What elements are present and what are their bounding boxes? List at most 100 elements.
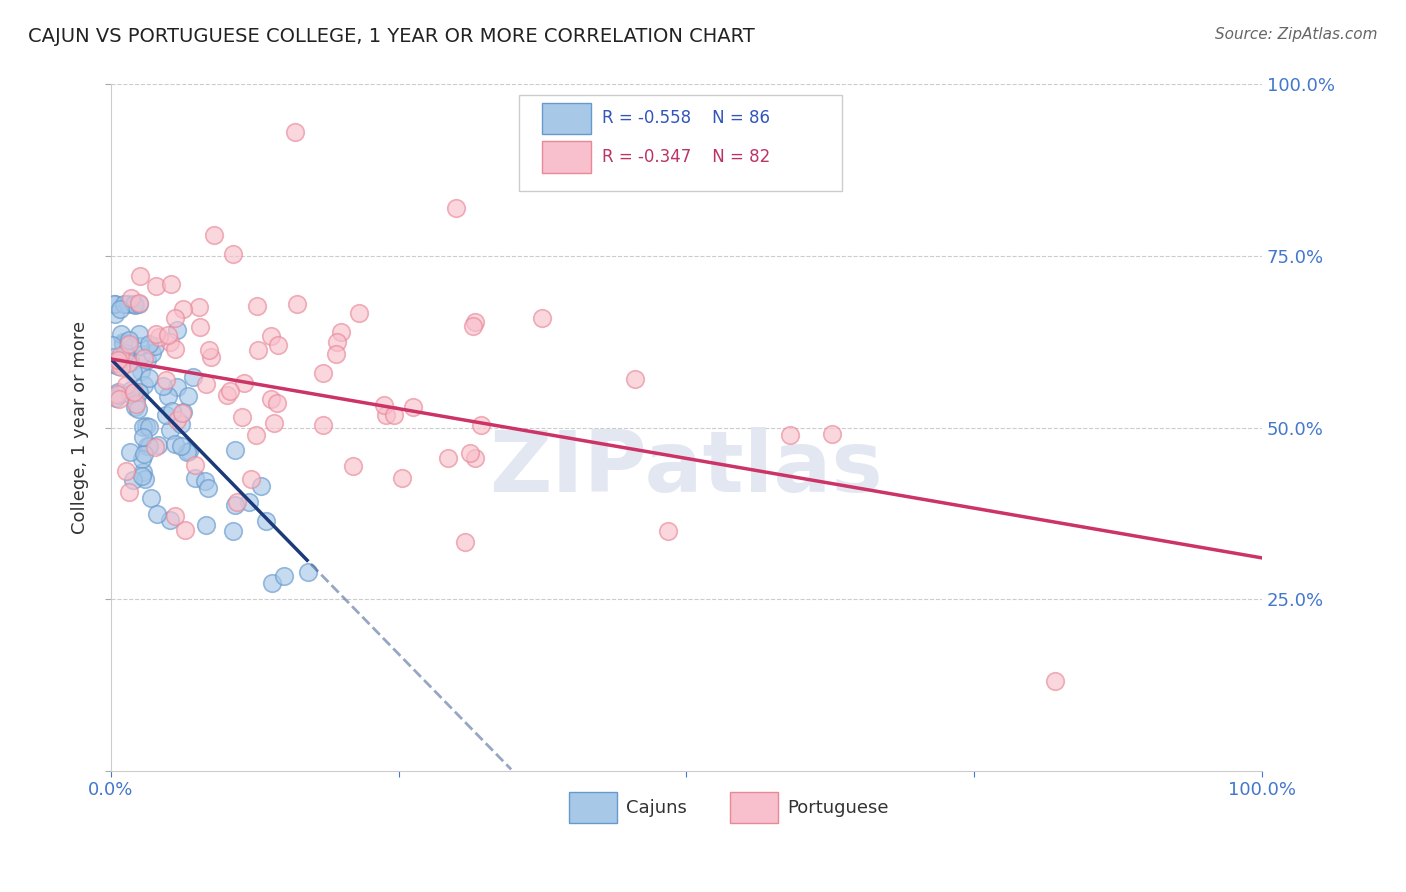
Point bbox=[342, 459, 364, 474]
Point bbox=[129, 364, 152, 378]
Point bbox=[284, 126, 307, 140]
Point bbox=[101, 358, 124, 372]
Point bbox=[155, 408, 177, 422]
Point bbox=[219, 384, 242, 399]
Point bbox=[148, 437, 170, 451]
Point bbox=[297, 565, 319, 579]
Point bbox=[107, 359, 129, 373]
Text: Portuguese: Portuguese bbox=[787, 798, 889, 817]
Point bbox=[115, 345, 138, 359]
Point bbox=[104, 307, 127, 321]
Point bbox=[373, 398, 395, 412]
Point bbox=[159, 423, 181, 437]
Point bbox=[260, 576, 283, 591]
Point bbox=[166, 413, 188, 427]
Point bbox=[202, 228, 225, 243]
Point bbox=[145, 440, 167, 454]
Point bbox=[347, 306, 370, 320]
Point bbox=[179, 444, 201, 458]
Point bbox=[311, 366, 333, 380]
Point bbox=[103, 350, 125, 364]
Point bbox=[117, 485, 139, 500]
Point bbox=[194, 377, 217, 392]
Point bbox=[118, 386, 141, 401]
Point bbox=[382, 408, 405, 422]
Point bbox=[188, 320, 211, 334]
Point bbox=[225, 495, 247, 509]
Point bbox=[124, 393, 146, 408]
Point bbox=[159, 514, 181, 528]
Point bbox=[172, 302, 194, 317]
Point bbox=[184, 471, 207, 485]
Point bbox=[246, 343, 269, 357]
Point bbox=[259, 392, 281, 407]
Point bbox=[128, 327, 150, 342]
Point bbox=[444, 201, 467, 215]
Point bbox=[134, 351, 156, 365]
Point bbox=[183, 458, 205, 473]
Point bbox=[172, 405, 194, 419]
Point bbox=[176, 445, 198, 459]
Point bbox=[464, 315, 486, 329]
Point bbox=[163, 508, 186, 523]
Point bbox=[111, 337, 134, 351]
Point bbox=[134, 471, 156, 485]
Point bbox=[124, 297, 146, 311]
Point bbox=[132, 447, 155, 461]
Point bbox=[115, 464, 138, 478]
Point bbox=[128, 268, 150, 283]
Point bbox=[159, 334, 181, 349]
Point bbox=[145, 327, 167, 342]
Point bbox=[152, 378, 174, 392]
Point bbox=[181, 370, 204, 384]
Point bbox=[127, 401, 149, 416]
Point bbox=[245, 427, 267, 442]
Point bbox=[117, 297, 139, 311]
Point bbox=[821, 427, 844, 442]
Point bbox=[1043, 674, 1066, 689]
Point bbox=[120, 291, 142, 305]
Point bbox=[221, 247, 243, 261]
Point bbox=[172, 406, 194, 420]
Point bbox=[156, 328, 179, 343]
Point bbox=[114, 345, 136, 359]
Point bbox=[162, 403, 184, 417]
Point bbox=[530, 311, 553, 326]
Point bbox=[163, 342, 186, 356]
Point bbox=[222, 524, 245, 538]
Point bbox=[108, 392, 131, 407]
Point bbox=[131, 347, 153, 361]
Point bbox=[134, 377, 156, 392]
Point bbox=[105, 356, 128, 370]
Point bbox=[107, 387, 129, 401]
Point bbox=[139, 491, 162, 505]
Point bbox=[224, 498, 246, 512]
Point bbox=[391, 470, 413, 484]
Point bbox=[197, 481, 219, 495]
Point bbox=[231, 410, 253, 425]
Point bbox=[273, 569, 295, 583]
Point bbox=[461, 318, 484, 333]
Text: Cajuns: Cajuns bbox=[627, 798, 688, 817]
Point bbox=[166, 380, 188, 394]
Point bbox=[141, 346, 163, 360]
Point bbox=[128, 296, 150, 310]
Point bbox=[138, 420, 160, 434]
Point bbox=[104, 391, 127, 405]
Point bbox=[138, 371, 160, 385]
Point bbox=[143, 339, 166, 353]
Point bbox=[128, 338, 150, 352]
Point bbox=[107, 385, 129, 400]
Point bbox=[125, 397, 148, 411]
Point bbox=[118, 445, 141, 459]
Point bbox=[325, 347, 347, 361]
Point bbox=[128, 297, 150, 311]
Point bbox=[117, 356, 139, 370]
Text: R = -0.558    N = 86: R = -0.558 N = 86 bbox=[602, 110, 770, 128]
Point bbox=[198, 343, 221, 357]
Point bbox=[194, 474, 217, 488]
Point bbox=[112, 297, 135, 311]
Point bbox=[145, 279, 167, 293]
Point bbox=[159, 277, 181, 291]
Point bbox=[250, 479, 273, 493]
